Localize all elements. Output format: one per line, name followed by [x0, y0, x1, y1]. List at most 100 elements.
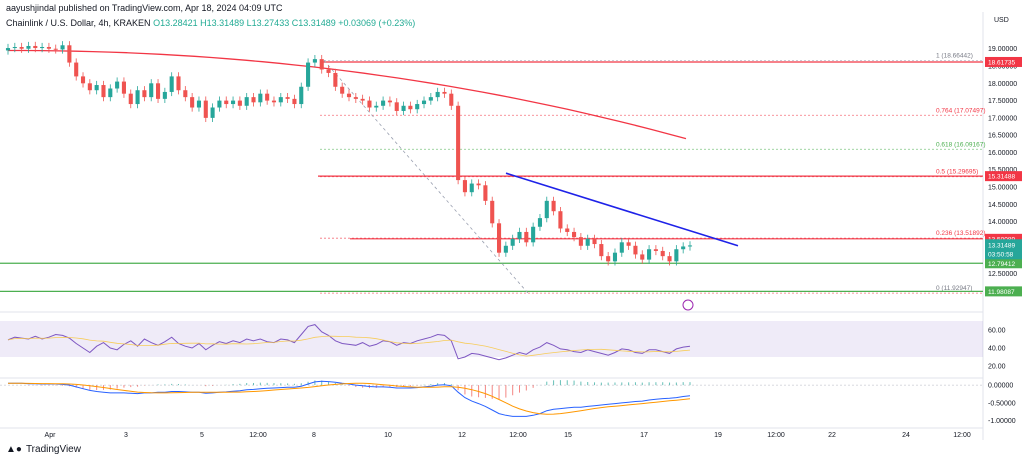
candle-body — [660, 250, 665, 257]
candle-body — [149, 83, 154, 98]
time-axis-label: 15 — [564, 432, 572, 439]
candle-body — [394, 102, 399, 111]
rsi-band — [0, 321, 983, 357]
candle-body — [312, 59, 317, 63]
time-axis-label: 12:00 — [953, 432, 971, 439]
time-axis-label: 5 — [200, 432, 204, 439]
fib-level-label: 1 (18.66442) — [936, 52, 973, 59]
candle-body — [374, 105, 379, 108]
candle-body — [565, 228, 570, 232]
level-price-tag-text: 11.98087 — [988, 289, 1015, 296]
candle-body — [524, 231, 529, 243]
candle-body — [544, 200, 549, 219]
candle-body — [33, 45, 38, 49]
candle-body — [217, 100, 222, 108]
tradingview-footer[interactable]: ▲● TradingView — [6, 444, 81, 455]
candle-body — [442, 91, 447, 94]
price-tick-label: 14.50000 — [988, 202, 1017, 209]
tradingview-logo-icon: ▲● — [6, 444, 22, 455]
candle-body — [94, 85, 99, 91]
candle-body — [517, 231, 522, 239]
candle-body — [503, 245, 508, 253]
candle-body — [592, 238, 597, 245]
candle-body — [667, 256, 672, 262]
candle-body — [271, 100, 277, 103]
candle-body — [87, 83, 92, 91]
candle-body — [5, 48, 11, 51]
candle-body — [612, 252, 618, 262]
candle-body — [306, 62, 311, 87]
candle-body — [101, 85, 106, 98]
candle-body — [162, 91, 167, 99]
candle-timer-label: 03:50:58 — [988, 251, 1014, 258]
candle-body — [299, 86, 304, 105]
candle-body — [360, 98, 365, 101]
candle-body — [578, 237, 583, 246]
time-axis-label: 12 — [458, 432, 466, 439]
rsi-tick-label: 40.00 — [988, 346, 1006, 353]
rsi-tick-label: 60.00 — [988, 328, 1006, 335]
candle-body — [285, 97, 290, 99]
candle-body — [190, 97, 195, 108]
level-price-tag-text: 18.61735 — [988, 59, 1015, 66]
candle-body — [490, 200, 495, 224]
price-tick-label: 17.00000 — [988, 115, 1017, 122]
candle-body — [278, 97, 283, 103]
candle-body — [353, 97, 358, 99]
time-axis-label: 22 — [828, 432, 836, 439]
candle-body — [496, 223, 502, 253]
candle-body — [537, 218, 543, 227]
fib-level-label: 0.618 (16.09167) — [936, 141, 986, 148]
publish-header: aayushjindal published on TradingView.co… — [6, 3, 283, 13]
rsi-ma-line — [7, 335, 691, 357]
candle-body — [80, 76, 86, 84]
ohlc-values: O13.28421 H13.31489 L13.27433 C13.31489 … — [153, 18, 416, 28]
moving-average-line — [8, 49, 687, 140]
candle-body — [26, 45, 31, 49]
candle-body — [67, 45, 72, 63]
candle-body — [231, 100, 236, 105]
level-price-tag — [985, 56, 1022, 67]
macd-signal-line — [8, 382, 691, 415]
candle-body — [367, 100, 372, 108]
candle-body — [674, 249, 679, 262]
candle-body — [169, 76, 174, 92]
candle-body — [60, 45, 65, 50]
candle-body — [142, 90, 147, 98]
candle-body — [128, 93, 133, 105]
candle-body — [531, 226, 536, 243]
candle-body — [210, 107, 215, 118]
candle-body — [558, 211, 563, 229]
candle-body — [599, 244, 604, 257]
price-tick-label: 18.50000 — [988, 64, 1017, 71]
level-price-tag-text: 15.31488 — [988, 174, 1015, 181]
rsi-tick-label: 20.00 — [988, 364, 1006, 371]
candle-body — [176, 76, 181, 91]
candle-body — [115, 81, 120, 89]
time-axis-label: 12:00 — [767, 432, 785, 439]
symbol-name: Chainlink / U.S. Dollar, 4h, KRAKEN — [6, 18, 151, 28]
macd-tick-label: -0.50000 — [988, 400, 1016, 407]
candle-body — [687, 245, 693, 247]
time-axis-label: 12:00 — [249, 432, 267, 439]
time-axis-label: 10 — [384, 432, 392, 439]
price-tick-label: 12.50000 — [988, 271, 1017, 278]
bearish-trendline — [505, 172, 739, 247]
candle-body — [292, 98, 297, 105]
candle-body — [381, 100, 386, 106]
candle-body — [53, 48, 58, 50]
candle-body — [251, 97, 256, 103]
candle-body — [19, 47, 24, 49]
level-price-tag-text: 12.79412 — [988, 261, 1015, 268]
rsi-line — [7, 324, 691, 361]
candle-body — [203, 100, 208, 118]
alert-icon — [682, 299, 694, 311]
candle-body — [387, 100, 392, 103]
candle-body — [626, 242, 631, 246]
footer-label: TradingView — [25, 444, 81, 455]
macd-tick-label: 0.00000 — [988, 383, 1013, 390]
candle-body — [258, 93, 263, 103]
candle-body — [585, 238, 590, 246]
time-axis-label: 8 — [312, 432, 316, 439]
